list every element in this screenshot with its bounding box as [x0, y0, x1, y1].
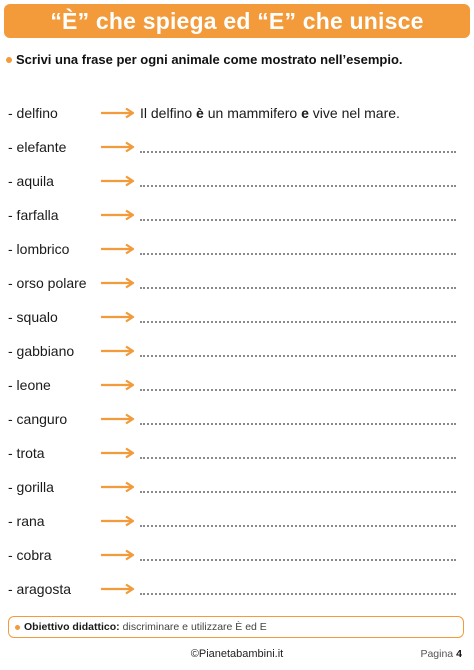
arrow-right-icon [101, 481, 135, 493]
animal-label: - elefante [8, 139, 67, 155]
animal-label: - aquila [8, 173, 54, 189]
exercise-row: - rana [8, 506, 468, 536]
answer-line[interactable] [140, 477, 456, 493]
arrow-right-icon [101, 379, 135, 391]
answer-line[interactable] [140, 375, 456, 391]
arrow-right-icon [101, 277, 135, 289]
example-highlight: e [301, 105, 309, 121]
animal-label: - gabbiano [8, 343, 75, 359]
exercise-row: - squalo [8, 302, 468, 332]
exercise-row: - gabbiano [8, 336, 468, 366]
example-fragment: vive nel mare. [308, 105, 400, 121]
answer-line[interactable] [140, 443, 456, 459]
animal-label: - leone [8, 377, 51, 393]
animal-label: - cobra [8, 547, 52, 563]
animal-label: - aragosta [8, 581, 72, 597]
example-fragment: Il delfino [140, 105, 197, 121]
arrow-right-icon [101, 515, 135, 527]
instruction-line: Scrivi una frase per ogni animale come m… [6, 52, 468, 67]
answer-line[interactable] [140, 579, 456, 595]
objective-box: Obiettivo didattico: discriminare e util… [8, 616, 464, 638]
arrow-right-icon [101, 583, 135, 595]
arrow-right-icon [101, 447, 135, 459]
answer-line[interactable] [140, 341, 456, 357]
bullet-icon [6, 56, 12, 63]
exercise-row: - farfalla [8, 200, 468, 230]
answer-line[interactable] [140, 137, 456, 153]
site-credit: ©Pianetabambini.it [190, 648, 284, 660]
answer-line[interactable] [140, 409, 456, 425]
exercise-row: - aragosta [8, 574, 468, 604]
page-label: Pagina [420, 648, 454, 660]
animal-label: - gorilla [8, 479, 54, 495]
animal-label: - farfalla [8, 207, 59, 223]
page-number: Pagina 4 [420, 648, 462, 660]
answer-line[interactable] [140, 171, 456, 187]
animal-label: - trota [8, 445, 45, 461]
exercise-row: - lombrico [8, 234, 468, 264]
arrow-right-icon [101, 243, 135, 255]
answer-line[interactable] [140, 307, 456, 323]
objective-label: Obiettivo didattico: [24, 621, 120, 633]
animal-label: - squalo [8, 309, 58, 325]
exercise-row: - cobra [8, 540, 468, 570]
animal-label: - lombrico [8, 241, 70, 257]
animal-label: - rana [8, 513, 45, 529]
arrow-right-icon [101, 345, 135, 357]
answer-line[interactable] [140, 239, 456, 255]
answer-line[interactable] [140, 273, 456, 289]
bullet-icon [15, 624, 20, 630]
answer-line[interactable] [140, 545, 456, 561]
arrow-right-icon [101, 311, 135, 323]
exercise-row: - leone [8, 370, 468, 400]
answer-line[interactable] [140, 205, 456, 221]
page-number-value: 4 [456, 648, 462, 660]
exercise-row: - elefante [8, 132, 468, 162]
animal-label: - orso polare [8, 275, 87, 291]
exercise-row: - delfino Il delfino è un mammifero e viv… [8, 98, 468, 128]
exercise-row: - canguro [8, 404, 468, 434]
title-banner: “È” che spiega ed “E” che unisce [4, 4, 470, 38]
animal-label: - canguro [8, 411, 68, 427]
objective-text: discriminare e utilizzare È ed E [122, 621, 267, 633]
arrow-right-icon [101, 107, 135, 119]
arrow-right-icon [101, 413, 135, 425]
exercise-row: - aquila [8, 166, 468, 196]
arrow-right-icon [101, 209, 135, 221]
arrow-right-icon [101, 141, 135, 153]
exercise-row: - gorilla [8, 472, 468, 502]
arrow-right-icon [101, 549, 135, 561]
example-highlight: è [196, 105, 204, 121]
animal-label: - delfino [8, 105, 58, 121]
exercise-row: - orso polare [8, 268, 468, 298]
arrow-right-icon [101, 175, 135, 187]
page-title: “È” che spiega ed “E” che unisce [50, 7, 424, 34]
answer-line[interactable] [140, 511, 456, 527]
example-fragment: un mammifero [203, 105, 302, 121]
instruction-text: Scrivi una frase per ogni animale come m… [16, 52, 403, 67]
exercise-row: - trota [8, 438, 468, 468]
example-sentence: Il delfino è un mammifero e vive nel mar… [140, 105, 400, 121]
